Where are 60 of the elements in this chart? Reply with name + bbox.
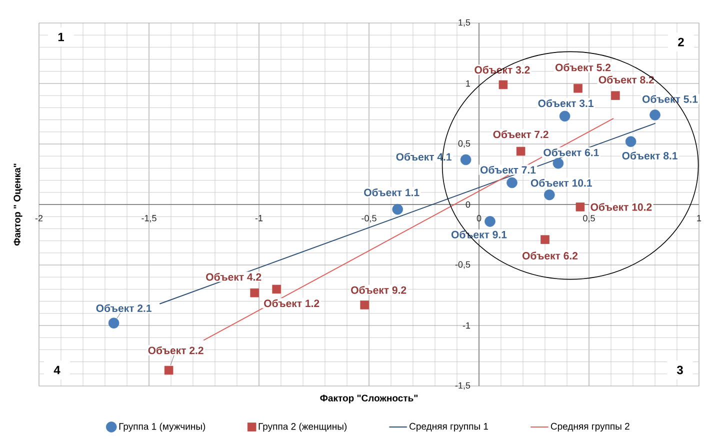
annotation: Объект 9.2 (351, 286, 406, 294)
annotation: Объект 2.1 (96, 304, 152, 312)
point (164, 366, 174, 375)
y-tick-label: -0,5 (455, 261, 470, 269)
x-axis-title: Фактор "Сложность" (320, 394, 418, 404)
y-tick-label: 1,5 (458, 19, 470, 27)
point (576, 202, 585, 212)
point (544, 189, 555, 200)
point (360, 300, 369, 310)
y-tick-label: 0,5 (458, 140, 470, 148)
annotation: 2 (678, 38, 684, 46)
annotation: 3 (676, 366, 683, 374)
point (506, 177, 518, 188)
annotation: Объект 8.1 (622, 152, 678, 160)
y-axis-title: Фактор " Оценка" (14, 164, 22, 246)
y-tick-label: 0 (466, 201, 470, 208)
legend-label: Средняя группы 1 (410, 422, 488, 432)
y-tick-label: -1 (462, 322, 470, 329)
annotation: Объект 6.2 (522, 252, 578, 260)
point (250, 288, 259, 298)
point (559, 110, 570, 122)
annotation: Объект 3.1 (538, 99, 594, 108)
x-tick-label: -2 (35, 215, 43, 222)
annotation: Объект 4.2 (206, 272, 262, 281)
annotation: Объект 7.1 (480, 166, 536, 174)
y-tick-label: -1,5 (455, 382, 470, 390)
y-tick-label: 1 (466, 80, 470, 87)
point (552, 158, 564, 169)
annotation: 4 (54, 366, 60, 374)
point (272, 284, 281, 294)
x-tick-label: 0 (476, 215, 482, 222)
x-tick-label: -1 (255, 215, 263, 222)
x-tick-label: -0,5 (362, 215, 376, 222)
x-tick-label: 0,5 (583, 215, 595, 222)
point (392, 204, 403, 215)
annotation: Объект 5.2 (555, 63, 611, 72)
point (484, 216, 496, 227)
point (460, 154, 472, 166)
x-tick-label: -1,5 (142, 215, 156, 222)
x-tick-label: 1 (697, 215, 702, 222)
point (498, 80, 508, 90)
annotation: Объект 10.2 (590, 203, 652, 211)
annotation: Объект 8.2 (598, 76, 654, 84)
point (516, 146, 526, 156)
legend-label: Группа 2 (женщины) (258, 422, 347, 432)
annotation: Объект 2.2 (148, 346, 204, 354)
annotation: 1 (58, 32, 64, 42)
annotation: Объект 7.2 (493, 130, 548, 138)
point (574, 84, 582, 93)
annotation: Объект 6.1 (544, 148, 599, 156)
annotation: Объект 1.2 (264, 299, 320, 308)
point (650, 110, 660, 120)
legend-label: Средняя группы 2 (550, 422, 630, 432)
annotation: Объект 1.1 (364, 188, 420, 196)
annotation: Объект 10.1 (530, 178, 592, 187)
legend-label: Группа 1 (мужчины) (119, 422, 206, 432)
point (540, 235, 550, 244)
point (625, 136, 636, 147)
point (611, 91, 620, 100)
point (108, 318, 120, 328)
